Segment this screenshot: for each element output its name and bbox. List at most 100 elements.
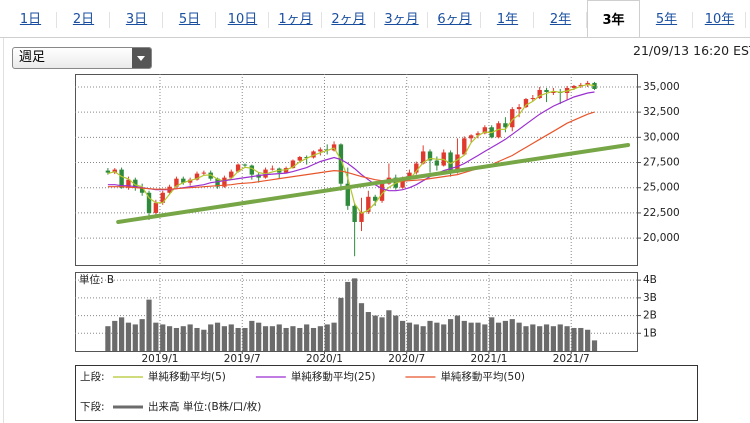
candle-body xyxy=(215,178,220,187)
x-tick-label: 2021/7 xyxy=(553,353,590,365)
period-tab[interactable]: 10年 xyxy=(693,0,746,37)
candle-body xyxy=(434,160,440,166)
candle-body xyxy=(455,154,460,173)
volume-bar xyxy=(489,317,495,351)
candle-body xyxy=(181,178,186,183)
candle-body xyxy=(427,151,433,161)
candle-body xyxy=(105,170,111,173)
candle-body xyxy=(516,107,522,110)
volume-bar xyxy=(283,327,289,351)
y-tick-label: 20,000 xyxy=(643,232,680,244)
candle-body xyxy=(448,152,453,173)
volume-bar xyxy=(304,324,310,351)
period-tab[interactable]: 5日 xyxy=(163,0,216,37)
volume-bar xyxy=(352,278,358,351)
moving-average-line xyxy=(107,83,595,214)
candle-body xyxy=(372,196,378,201)
unit-label: 単位: B xyxy=(79,273,114,286)
period-tabs: 1日 2日 3日 5日 10日 1ヶ月 2ヶ月 3ヶ月 6ヶ月 1年 2年 3年 5年 10年 xyxy=(0,0,750,38)
period-tab[interactable]: 3日 xyxy=(110,0,163,37)
period-tab[interactable]: 1日 xyxy=(4,0,57,37)
candle-body xyxy=(201,172,207,174)
volume-bar xyxy=(400,320,406,351)
y-tick-label: 35,000 xyxy=(643,81,680,93)
volume-bar xyxy=(557,324,563,351)
volume-bar xyxy=(475,322,481,351)
period-tab[interactable]: 2ヶ月 xyxy=(322,0,375,37)
volume-bar xyxy=(324,324,330,351)
period-tab[interactable]: 6ヶ月 xyxy=(428,0,481,37)
volume-bar xyxy=(310,327,317,351)
candle-body xyxy=(462,138,467,155)
interval-dropdown[interactable]: 週足 xyxy=(12,47,152,69)
candle-body xyxy=(139,187,145,193)
candle-body xyxy=(352,205,357,222)
y-tick-label: 32,500 xyxy=(643,106,680,118)
volume-bar xyxy=(242,327,248,351)
volume-bar xyxy=(146,299,152,351)
candle-body xyxy=(592,82,597,89)
candle-body xyxy=(270,168,275,170)
candle-body xyxy=(482,127,488,134)
moving-average-line xyxy=(107,111,595,190)
volume-bar xyxy=(509,319,515,351)
volume-bar xyxy=(269,326,275,351)
price-frame xyxy=(75,74,638,266)
y-tick-label: 27,500 xyxy=(643,157,680,169)
volume-bar xyxy=(461,320,467,351)
volume-bar xyxy=(434,322,440,351)
candle-body xyxy=(153,202,159,213)
y-tick-label: 25,000 xyxy=(643,182,680,194)
period-tab[interactable]: 10日 xyxy=(216,0,269,37)
volume-bar xyxy=(276,324,282,351)
candle-body xyxy=(578,84,583,86)
volume-bar xyxy=(132,324,138,351)
volume-bar xyxy=(393,315,399,351)
volume-bar xyxy=(221,326,228,351)
volume-bar xyxy=(516,322,522,351)
volume-bar xyxy=(214,322,221,351)
volume-bar xyxy=(365,312,371,351)
volume-bar xyxy=(468,322,474,351)
volume-bar xyxy=(386,310,392,351)
volume-bar xyxy=(153,322,159,351)
period-tab[interactable]: 2年 xyxy=(534,0,587,37)
candle-body xyxy=(119,169,124,188)
volume-bar xyxy=(550,326,556,351)
timestamp-box: 21/09/13 16:20 EST xyxy=(633,43,750,61)
candle-body xyxy=(359,211,364,222)
period-tab[interactable]: 1ヶ月 xyxy=(269,0,322,37)
volume-frame xyxy=(75,272,638,352)
candle-body xyxy=(345,183,350,206)
candle-body xyxy=(242,164,248,166)
volume-bar xyxy=(194,327,200,351)
volume-bar xyxy=(201,329,207,351)
volume-bar xyxy=(530,324,536,351)
candle-body xyxy=(400,177,405,188)
volume-bar xyxy=(482,324,488,351)
legend-label: 単純移動平均(5) xyxy=(148,370,226,383)
candle-body xyxy=(414,163,419,173)
volume-bar xyxy=(235,327,241,351)
candle-body xyxy=(194,173,200,180)
period-tab[interactable]: 5年 xyxy=(640,0,693,37)
candle-body xyxy=(379,183,385,201)
candle-body xyxy=(571,85,577,88)
period-tab[interactable]: 3ヶ月 xyxy=(375,0,428,37)
period-tab[interactable]: 3年 xyxy=(587,0,640,37)
period-tab[interactable]: 2日 xyxy=(57,0,110,37)
period-tab[interactable]: 1年 xyxy=(481,0,534,37)
volume-bar xyxy=(537,326,543,351)
candle-body xyxy=(407,172,412,178)
x-tick-label: 2019/1 xyxy=(142,353,179,365)
y-tick-label: 2B xyxy=(643,310,657,322)
legend-label: 出来高 単位:(B株/口/枚) xyxy=(148,400,261,413)
dropdown-button[interactable] xyxy=(132,48,151,68)
volume-bar xyxy=(119,317,125,351)
volume-bar xyxy=(372,315,378,351)
volume-bar xyxy=(585,329,591,351)
candle-body xyxy=(551,91,556,93)
candle-body xyxy=(160,192,165,203)
